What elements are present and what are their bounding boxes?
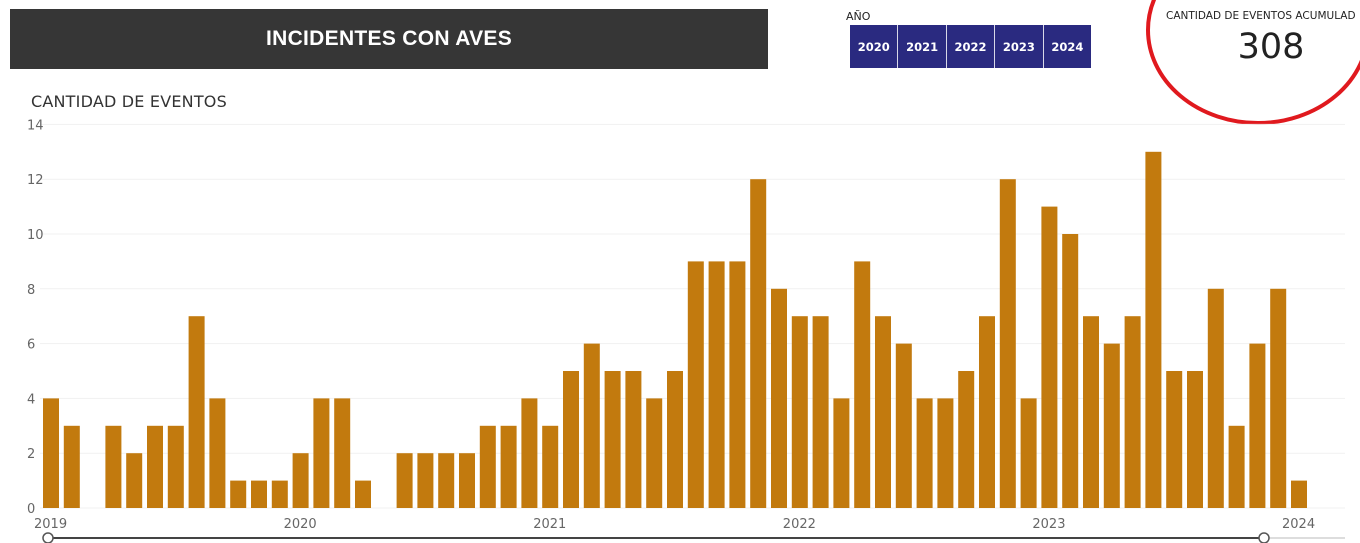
x-tick-label: 2020 [284, 517, 317, 532]
y-tick-label: 8 [27, 283, 35, 298]
bar-2023-11[interactable] [1249, 343, 1266, 508]
bar-2022-12[interactable] [1020, 398, 1037, 508]
bar-chart: 0 2 4 6 8 10 12 14 2019 2020 2021 2022 2023 2024 [27, 118, 1345, 543]
y-tick-label: 4 [27, 392, 35, 407]
bar-2021-11[interactable] [750, 179, 767, 508]
bar-2023-01[interactable] [1041, 206, 1058, 508]
bar-2021-09[interactable] [708, 261, 725, 508]
year-button-2021[interactable]: 2021 [897, 25, 945, 68]
range-slider-handle-end[interactable] [1258, 532, 1270, 543]
bar-2019-12[interactable] [271, 480, 288, 508]
bar-2021-12[interactable] [771, 288, 787, 508]
year-filter-label: AÑO [846, 10, 871, 23]
bar-2022-09[interactable] [958, 371, 975, 508]
year-button-2024[interactable]: 2024 [1042, 25, 1091, 68]
kpi-label: CANTIDAD DE EVENTOS ACUMULAD [1166, 10, 1356, 22]
bar-2019-08[interactable] [188, 316, 205, 508]
y-tick-label: 6 [27, 338, 35, 353]
bar-2021-04[interactable] [604, 371, 621, 508]
year-button-2022[interactable]: 2022 [945, 25, 994, 68]
bar-2021-10[interactable] [729, 261, 746, 508]
bar-2024-01[interactable] [1291, 480, 1307, 508]
y-tick-label: 2 [27, 447, 35, 462]
bar-2022-05[interactable] [875, 316, 891, 508]
bar-2021-01[interactable] [542, 425, 559, 508]
x-tick-label: 2023 [1032, 517, 1065, 532]
bar-2020-02[interactable] [313, 398, 330, 508]
bar-2019-07[interactable] [167, 425, 184, 508]
bar-2022-07[interactable] [916, 398, 933, 508]
bar-2020-10[interactable] [479, 425, 496, 508]
bar-2019-02[interactable] [63, 425, 80, 508]
bar-2023-06[interactable] [1145, 151, 1162, 509]
y-tick-label: 12 [27, 173, 44, 188]
bar-2022-06[interactable] [895, 343, 912, 508]
bar-2019-11[interactable] [251, 480, 267, 508]
bar-2023-03[interactable] [1083, 316, 1099, 508]
chart-title: CANTIDAD DE EVENTOS [31, 92, 227, 111]
bar-2021-06[interactable] [646, 398, 663, 508]
bar-2019-06[interactable] [147, 425, 163, 508]
y-tick-label: 0 [27, 502, 35, 517]
year-button-2020[interactable]: 2020 [857, 39, 890, 54]
kpi-value: 308 [1237, 27, 1305, 67]
bar-2019-01[interactable] [43, 398, 59, 508]
bar-2020-11[interactable] [500, 425, 517, 508]
bar-2023-08[interactable] [1187, 371, 1203, 508]
bar-2022-11[interactable] [999, 179, 1016, 508]
y-tick-label: 10 [27, 228, 44, 243]
bar-2019-10[interactable] [230, 480, 247, 508]
y-tick-label: 14 [27, 118, 44, 133]
bar-2022-03[interactable] [833, 398, 850, 508]
bar-2022-08[interactable] [937, 398, 954, 508]
bar-2022-01[interactable] [791, 316, 808, 508]
bar-2022-02[interactable] [812, 316, 829, 508]
bar-2023-02[interactable] [1062, 234, 1079, 508]
x-tick-label: 2024 [1282, 517, 1315, 532]
x-tick-label: 2021 [533, 517, 566, 532]
bar-2021-08[interactable] [687, 261, 704, 508]
bar-2020-07[interactable] [417, 453, 434, 508]
year-button-2023[interactable]: 2023 [994, 25, 1042, 68]
bar-2021-02[interactable] [563, 371, 579, 508]
bar-2020-03[interactable] [334, 398, 351, 508]
x-tick-label: 2022 [783, 517, 816, 532]
bar-2020-01[interactable] [292, 453, 309, 508]
year-filter-slicer: 2020 2021 2022 2023 2024 [850, 25, 1091, 68]
bar-2023-09[interactable] [1207, 288, 1224, 508]
bar-2021-03[interactable] [583, 343, 600, 508]
bar-2020-12[interactable] [521, 398, 538, 508]
bar-2023-07[interactable] [1166, 371, 1183, 508]
bar-2023-10[interactable] [1228, 425, 1245, 508]
bar-2022-10[interactable] [979, 316, 995, 508]
report-title: INCIDENTES CON AVES [10, 9, 768, 69]
bar-2020-09[interactable] [459, 453, 475, 508]
bar-2023-12[interactable] [1270, 288, 1287, 508]
bar-2022-04[interactable] [854, 261, 871, 508]
bar-2020-08[interactable] [438, 453, 455, 508]
bar-2023-04[interactable] [1103, 343, 1120, 508]
bar-2023-05[interactable] [1124, 316, 1141, 508]
x-tick-label: 2019 [34, 517, 67, 532]
bar-2019-09[interactable] [209, 398, 226, 508]
bar-2021-05[interactable] [625, 371, 642, 508]
bar-2021-07[interactable] [667, 371, 683, 508]
bar-2020-04[interactable] [355, 480, 371, 508]
range-slider-handle-start[interactable] [42, 532, 54, 543]
bar-2020-06[interactable] [396, 453, 413, 508]
bar-2019-04[interactable] [105, 425, 122, 508]
bar-2019-05[interactable] [126, 453, 143, 508]
